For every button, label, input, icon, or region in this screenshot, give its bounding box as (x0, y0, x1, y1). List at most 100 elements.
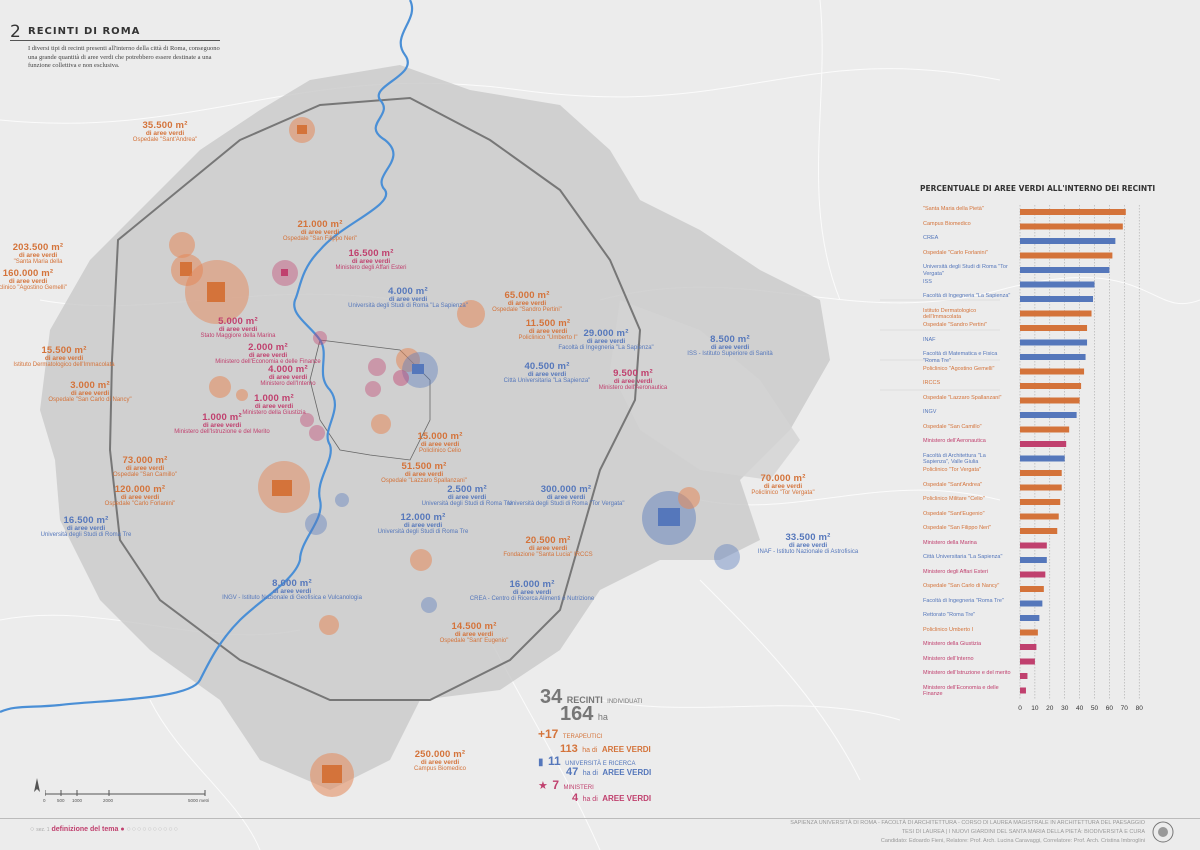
x-tick-label: 70 (1121, 705, 1129, 712)
label-sub: di aree verdi (586, 337, 626, 345)
legend-label-terapeutici: TERAPEUTICI (562, 734, 603, 740)
label-area: 70.000 m² (760, 473, 806, 484)
bar-category-label: Policlinico "Tor Vergata" (923, 467, 982, 473)
label-area: 16.000 m² (509, 579, 555, 590)
marker-roma-tre-b[interactable] (305, 513, 327, 535)
label-area: 16.500 m² (63, 515, 109, 526)
bar-category-label: Facoltà di Ingegneria "Roma Tre" (923, 597, 1004, 604)
marker-sant-eugenio[interactable] (319, 615, 339, 635)
label-area: 40.500 m² (524, 361, 570, 372)
marker-santa-maria-pieta[interactable] (169, 232, 195, 258)
unit-terapeutici: ha di (582, 747, 598, 754)
label-sub: di aree verdi (403, 521, 443, 529)
map-label-pertini: 65.000 m² di aree verdi Ospedale "Sandro P… (492, 291, 562, 313)
x-tick-label: 80 (1136, 705, 1144, 712)
bar-category-label: Policlinico Umberto I (923, 626, 974, 633)
marker-giustizia[interactable] (300, 413, 314, 427)
label-sub: di aree verdi (254, 402, 294, 410)
map-label-roma-tre-a: 2.500 m² di aree verdi Università degli St… (422, 485, 513, 507)
nav-dots[interactable]: ○○○○○○○○○○ (126, 826, 179, 833)
marker-celio[interactable] (371, 414, 391, 434)
map-label-sant-andrea: 35.500 m² di aree verdi Ospedale "Sant'And… (133, 121, 197, 143)
marker-marina[interactable] (313, 331, 327, 345)
bar (1020, 455, 1065, 462)
bar (1020, 368, 1085, 375)
label-name: Ministero della Giustizia (242, 410, 306, 416)
marker-economia[interactable] (368, 358, 386, 376)
bar-category-label: Ministero degli Affari Esteri (923, 568, 989, 575)
label-sub: di aree verdi (404, 470, 444, 478)
bar-category-label: Ospedale "San Filippo Neri" (923, 525, 992, 531)
marker-inaf[interactable] (714, 544, 740, 570)
marker-citta-univ-footprint (412, 364, 424, 374)
marker-nancy[interactable] (236, 389, 248, 401)
marker-roma-tre-a[interactable] (335, 493, 349, 507)
marker-tor-vergata-footprint (658, 508, 680, 526)
label-area: 16.500 m² (348, 248, 394, 259)
bar (1020, 383, 1082, 389)
label-name: INAF - Istituto Nazionale di Astrofisica (757, 549, 859, 555)
nav-prev-dot[interactable]: ○ (30, 826, 35, 833)
bar-category-label: Ministero dell'Economia e delle Finanze (923, 684, 999, 698)
nav-current-dot[interactable]: ● (120, 826, 125, 833)
label-area: 120.000 m² (114, 484, 166, 495)
label-name: Ospedale "Sandro Pertini" (492, 307, 562, 313)
marker-interno[interactable] (365, 381, 381, 397)
label-name: Policlinico "Umberto I" (518, 335, 578, 341)
label-name: Stato Maggiore della Marina (200, 333, 276, 339)
marker-spallanzani-footprint (272, 480, 292, 496)
total-unit: ha (597, 712, 608, 722)
map-label-interno: 4.000 m² di aree verdi Ministero dell'Inte… (260, 365, 315, 387)
map-label-celio: 15.000 m² di aree verdi Policlinico Celio (417, 432, 462, 454)
bar-category-label: INAF (923, 336, 936, 343)
label-area: 203.500 m² (12, 242, 64, 253)
scale-bar (45, 790, 206, 796)
label-area: 11.500 m² (525, 318, 571, 329)
bar-category-label: INGV (923, 409, 937, 415)
map-label-aeronautica: 9.500 m² di aree verdi Ministero dell'Aero… (599, 369, 668, 391)
label-name: Università degli Studi di Roma Tre (377, 529, 469, 535)
bar (1020, 499, 1061, 505)
label-name: Campus Biomedico (413, 766, 467, 772)
legend-value-terapeutici: 113 ha di AREE VERDI (560, 739, 651, 757)
bar (1020, 600, 1043, 607)
marker-dermatologico[interactable] (209, 376, 231, 398)
map-label-iss: 8.500 m² di aree verdi ISS - Istituto Supe… (687, 335, 772, 357)
label-name: Fondazione "Santa Lucia" IRCCS (503, 552, 593, 558)
total-sub: INDIVIDUATI (607, 699, 643, 705)
marker-istruzione[interactable] (309, 425, 325, 441)
bar (1020, 557, 1047, 563)
label-area: 15.500 m² (41, 345, 87, 356)
marker-smp-footprint (180, 262, 192, 276)
bar-category-label: Ministero dell'Aeronautica (923, 438, 986, 444)
bar (1020, 629, 1038, 636)
map-label-ingv: 8.000 m² di aree verdi INGV - Istituto Naz… (222, 579, 362, 601)
map-label-inaf: 33.500 m² di aree verdi INAF - Istituto Na… (758, 533, 858, 555)
map-label-umberto: 11.500 m² di aree verdi Policlinico "Umber… (519, 319, 578, 341)
label-sub: di aree verdi (763, 482, 803, 490)
footer-divider (0, 818, 1200, 819)
bar (1020, 586, 1044, 592)
city-built-area (40, 65, 830, 790)
marker-tor-vergata-pol[interactable] (678, 487, 700, 509)
label-sub: di aree verdi (420, 758, 460, 766)
map-label-ingegneria-sapienza: 29.000 m² di aree verdi Facoltà di Ingegne… (558, 329, 653, 351)
map-label-sant-eugenio: 14.500 m² di aree verdi Ospedale "Sant' Eu… (440, 622, 509, 644)
marker-pertini[interactable] (457, 300, 485, 328)
marker-aeronautica[interactable] (393, 370, 409, 386)
bar (1020, 310, 1092, 317)
map-label-istruzione: 1.000 m² di aree verdi Ministero dell'Istr… (174, 413, 270, 435)
label-area: 8.500 m² (710, 334, 750, 345)
label-name: Ospedale "San Camillo" (113, 472, 177, 478)
marker-crea[interactable] (421, 597, 437, 613)
bar (1020, 484, 1062, 491)
bar-category-label: Policlinico Militare "Celio" (923, 496, 985, 502)
legend-value-universita: 47 ha di AREE VERDI (566, 762, 651, 780)
marker-santa-lucia[interactable] (410, 549, 432, 571)
label-area: 4.000 m² (268, 364, 308, 375)
label-area: 1.000 m² (254, 393, 294, 404)
legend-row-terapeutici: +17 TERAPEUTICI (538, 725, 602, 743)
label-area: 33.500 m² (785, 532, 831, 543)
